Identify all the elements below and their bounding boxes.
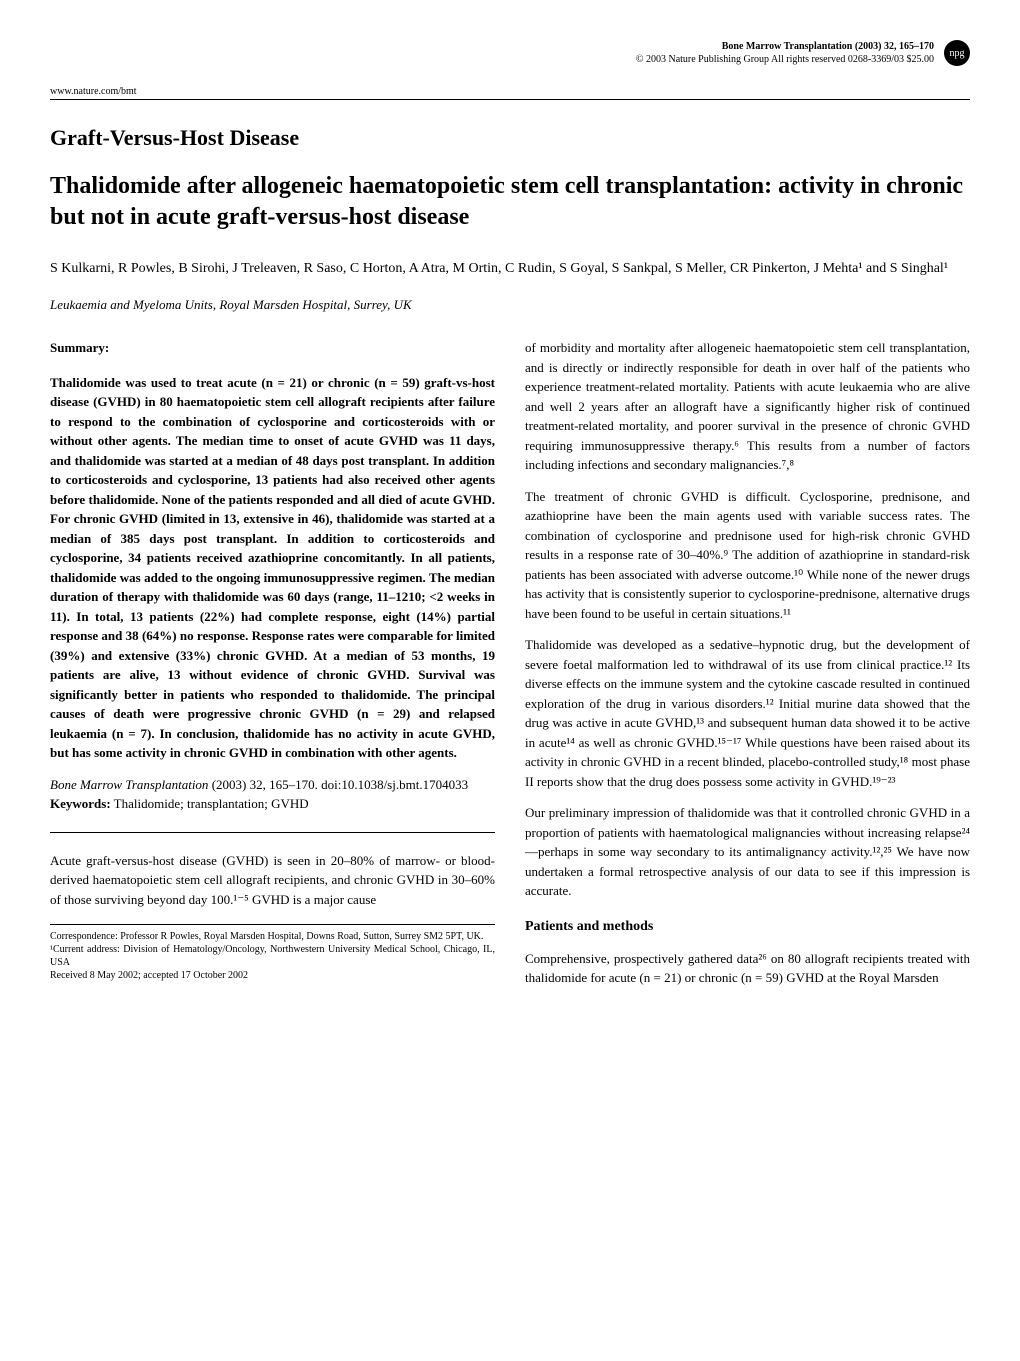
section-label: Graft-Versus-Host Disease [50, 125, 970, 151]
summary-label: Summary: [50, 338, 495, 358]
intro-paragraph: Acute graft-versus-host disease (GVHD) i… [50, 851, 495, 910]
two-column-body: Summary: Thalidomide was used to treat a… [50, 338, 970, 1000]
footnote-block: Correspondence: Professor R Powles, Roya… [50, 924, 495, 982]
correspondence-footnote: Correspondence: Professor R Powles, Roya… [50, 930, 495, 943]
page-header: Bone Marrow Transplantation (2003) 32, 1… [50, 40, 970, 66]
keywords-text: Thalidomide; transplantation; GVHD [111, 796, 309, 811]
author-list: S Kulkarni, R Powles, B Sirohi, J Trelea… [50, 258, 970, 279]
citation-journal: Bone Marrow Transplantation [50, 777, 208, 792]
citation-rest: (2003) 32, 165–170. doi:10.1038/sj.bmt.1… [208, 777, 468, 792]
body-para-1: of morbidity and mortality after allogen… [525, 338, 970, 475]
body-para-4: Our preliminary impression of thalidomid… [525, 803, 970, 901]
received-date-footnote: Received 8 May 2002; accepted 17 October… [50, 969, 495, 982]
current-address-footnote: ¹Current address: Division of Hematology… [50, 943, 495, 969]
journal-url: www.nature.com/bmt [50, 86, 970, 97]
abstract-text: Thalidomide was used to treat acute (n =… [50, 373, 495, 763]
left-column: Summary: Thalidomide was used to treat a… [50, 338, 495, 1000]
separator-line [50, 832, 495, 833]
right-column: of morbidity and mortality after allogen… [525, 338, 970, 1000]
keywords-label: Keywords: [50, 796, 111, 811]
journal-info: Bone Marrow Transplantation (2003) 32, 1… [636, 40, 934, 66]
npg-logo-badge: npg [944, 40, 970, 66]
affiliation: Leukaemia and Myeloma Units, Royal Marsd… [50, 297, 970, 313]
body-para-3: Thalidomide was developed as a sedative–… [525, 635, 970, 791]
article-title: Thalidomide after allogeneic haematopoie… [50, 171, 970, 233]
keywords-line: Keywords: Thalidomide; transplantation; … [50, 794, 495, 814]
body-para-2: The treatment of chronic GVHD is difficu… [525, 487, 970, 624]
header-divider [50, 99, 970, 100]
methods-heading: Patients and methods [525, 916, 970, 937]
journal-citation: Bone Marrow Transplantation (2003) 32, 1… [636, 40, 934, 53]
copyright-line: © 2003 Nature Publishing Group All right… [636, 53, 934, 66]
citation-line: Bone Marrow Transplantation (2003) 32, 1… [50, 775, 495, 795]
methods-para: Comprehensive, prospectively gathered da… [525, 949, 970, 988]
